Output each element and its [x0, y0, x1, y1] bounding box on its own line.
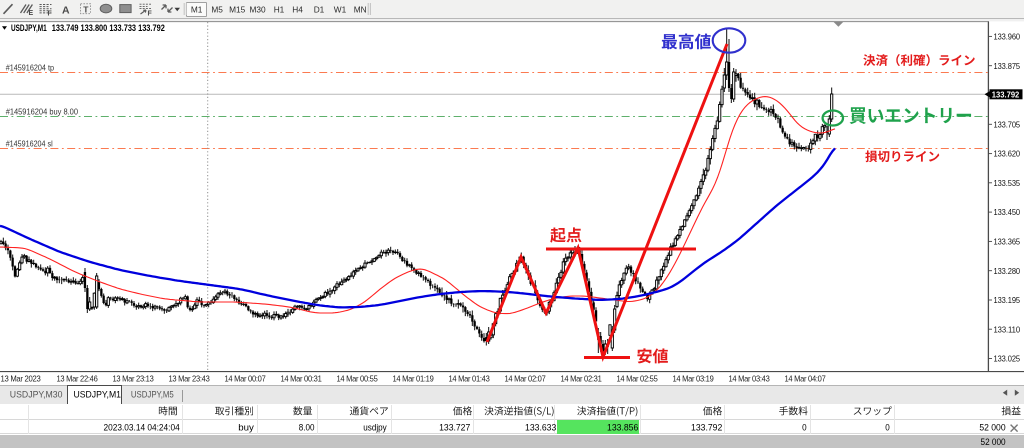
- svg-text:2023.03.14 04:24:04: 2023.03.14 04:24:04: [104, 423, 180, 433]
- svg-text:14 Mar 04:07: 14 Mar 04:07: [785, 375, 827, 384]
- svg-text:14 Mar 03:43: 14 Mar 03:43: [729, 375, 771, 384]
- svg-text:8.00: 8.00: [299, 423, 315, 433]
- svg-text:W1: W1: [334, 4, 347, 14]
- svg-text:52 000: 52 000: [981, 437, 1006, 447]
- svg-text:14 Mar 02:31: 14 Mar 02:31: [561, 375, 603, 384]
- svg-text:#145916204 buy 8.00: #145916204 buy 8.00: [6, 107, 79, 117]
- svg-text:H1: H1: [274, 4, 285, 14]
- svg-text:133.705: 133.705: [994, 119, 1021, 129]
- svg-text:133.280: 133.280: [994, 266, 1021, 276]
- svg-text:13 Mar 2023: 13 Mar 2023: [1, 375, 42, 384]
- svg-text:E: E: [29, 10, 34, 17]
- svg-text:0: 0: [885, 423, 890, 433]
- svg-text:133.727: 133.727: [439, 423, 470, 433]
- svg-text:#145916204 tp: #145916204 tp: [6, 62, 55, 72]
- svg-text:#145916204 sl: #145916204 sl: [6, 139, 53, 149]
- svg-text:14 Mar 00:31: 14 Mar 00:31: [281, 375, 323, 384]
- svg-text:A: A: [62, 5, 70, 17]
- svg-text:H4: H4: [292, 4, 303, 14]
- svg-text:buy: buy: [238, 423, 254, 433]
- svg-text:133.365: 133.365: [994, 237, 1021, 247]
- svg-text:USDJPY,M1: USDJPY,M1: [74, 389, 122, 399]
- svg-text:0: 0: [802, 423, 807, 433]
- svg-text:133.875: 133.875: [994, 61, 1021, 71]
- svg-text:14 Mar 03:19: 14 Mar 03:19: [673, 375, 715, 384]
- svg-text:USDJPY,M1: USDJPY,M1: [11, 23, 47, 33]
- svg-text:14 Mar 02:07: 14 Mar 02:07: [505, 375, 547, 384]
- svg-text:133.110: 133.110: [994, 324, 1021, 334]
- svg-text:133.620: 133.620: [994, 149, 1021, 159]
- svg-text:133.633: 133.633: [525, 423, 556, 433]
- svg-text:M15: M15: [229, 4, 246, 14]
- svg-text:14 Mar 01:19: 14 Mar 01:19: [393, 375, 435, 384]
- svg-text:USDJPY,M5: USDJPY,M5: [131, 389, 174, 399]
- svg-text:133.960: 133.960: [994, 32, 1021, 42]
- svg-text:14 Mar 00:07: 14 Mar 00:07: [225, 375, 267, 384]
- svg-text:USDJPY,M30: USDJPY,M30: [10, 389, 63, 399]
- svg-text:133.792: 133.792: [691, 423, 722, 433]
- svg-text:133.195: 133.195: [994, 295, 1021, 305]
- svg-text:13 Mar 23:13: 13 Mar 23:13: [113, 375, 155, 384]
- svg-text:M5: M5: [211, 4, 223, 14]
- svg-text:133.025: 133.025: [994, 354, 1021, 364]
- svg-text:F: F: [48, 11, 53, 18]
- svg-text:MN: MN: [354, 4, 367, 14]
- svg-text:133.450: 133.450: [994, 207, 1021, 217]
- svg-text:M30: M30: [250, 4, 267, 14]
- svg-text:133.856: 133.856: [607, 423, 638, 433]
- svg-text:14 Mar 01:43: 14 Mar 01:43: [449, 375, 491, 384]
- svg-text:13 Mar 23:43: 13 Mar 23:43: [169, 375, 211, 384]
- svg-text:52 000: 52 000: [979, 423, 1005, 433]
- svg-text:133.535: 133.535: [994, 178, 1021, 188]
- svg-text:14 Mar 00:55: 14 Mar 00:55: [337, 375, 379, 384]
- svg-text:usdjpy: usdjpy: [363, 423, 387, 433]
- svg-text:13 Mar 22:46: 13 Mar 22:46: [57, 375, 99, 384]
- svg-text:T: T: [83, 5, 89, 15]
- svg-text:133.792: 133.792: [992, 90, 1020, 100]
- svg-text:M1: M1: [191, 4, 203, 14]
- svg-text:D1: D1: [314, 4, 325, 14]
- svg-text:133.749 133.800 133.733 133.79: 133.749 133.800 133.733 133.792: [52, 23, 165, 33]
- svg-text:14 Mar 02:55: 14 Mar 02:55: [617, 375, 659, 384]
- svg-text:F: F: [148, 11, 153, 18]
